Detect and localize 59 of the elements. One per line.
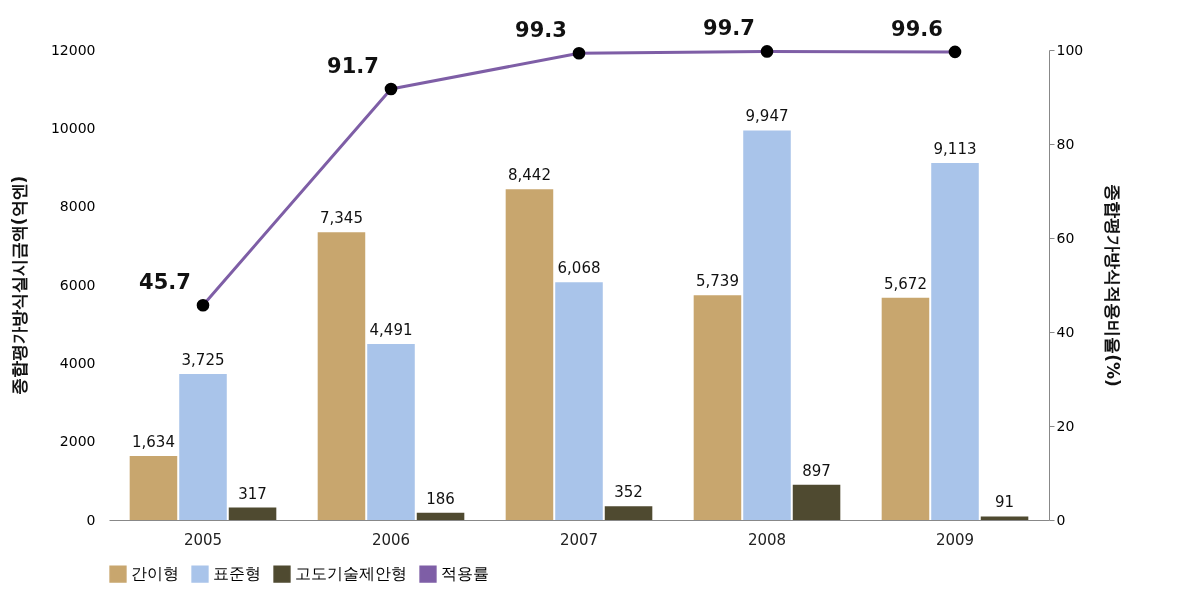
y2-tick-label: 60 bbox=[1056, 229, 1075, 246]
y-tick-label: 0 bbox=[86, 511, 96, 528]
bar bbox=[743, 130, 791, 520]
data-label: 91 bbox=[994, 493, 1015, 512]
bar bbox=[931, 163, 979, 520]
data-label: 186 bbox=[426, 489, 455, 508]
data-label: 9,113 bbox=[933, 140, 977, 159]
x-tick-label: 2007 bbox=[559, 530, 599, 549]
y-tick-label: 4000 bbox=[59, 354, 96, 371]
data-label: 3,725 bbox=[181, 351, 225, 370]
data-label: 5,739 bbox=[695, 272, 739, 291]
bar bbox=[416, 512, 465, 520]
data-label: 317 bbox=[238, 484, 267, 503]
bar bbox=[179, 374, 227, 520]
y2-tick-label: 0 bbox=[1056, 511, 1066, 528]
x-tick-label: 2005 bbox=[183, 530, 223, 549]
y-tick-label: 10000 bbox=[50, 119, 96, 136]
data-label: 99.3 bbox=[515, 18, 567, 43]
x-tick-label: 2008 bbox=[747, 530, 787, 549]
bar bbox=[129, 456, 178, 520]
data-label: 6,068 bbox=[557, 259, 601, 278]
y-tick-label: 6000 bbox=[59, 276, 96, 293]
legend-label: 고도기술제안형 bbox=[295, 564, 407, 584]
bar bbox=[367, 344, 415, 520]
bar bbox=[604, 506, 653, 520]
y-axis-title: 종합평가방식실시금액(억엔) bbox=[8, 175, 29, 396]
data-label: 5,672 bbox=[883, 274, 927, 293]
legend-label: 간이형 bbox=[131, 564, 179, 584]
bar bbox=[505, 189, 554, 520]
data-label: 99.7 bbox=[703, 16, 755, 41]
legend-label: 표준형 bbox=[213, 564, 261, 584]
data-label: 1,634 bbox=[131, 433, 175, 451]
bar bbox=[792, 484, 841, 520]
bar bbox=[693, 295, 742, 520]
y2-tick-label: 40 bbox=[1056, 323, 1075, 340]
y-tick-label: 8000 bbox=[59, 198, 96, 215]
data-label: 9,947 bbox=[745, 107, 789, 126]
y-tick-label: 2000 bbox=[59, 433, 96, 450]
y2-tick-label: 20 bbox=[1056, 417, 1075, 434]
x-tick-label: 2006 bbox=[371, 530, 411, 549]
x-tick-label: 2009 bbox=[935, 530, 975, 549]
data-label: 91.7 bbox=[327, 54, 379, 79]
bar bbox=[881, 297, 930, 520]
legend-label: 적용률 bbox=[441, 564, 489, 584]
data-label: 352 bbox=[614, 483, 643, 502]
data-label: 8,442 bbox=[507, 166, 551, 185]
bar bbox=[555, 282, 603, 520]
data-label: 4,491 bbox=[369, 321, 413, 340]
data-label: 45.7 bbox=[139, 270, 191, 295]
bar bbox=[228, 507, 277, 520]
bar bbox=[980, 516, 1029, 520]
y-tick-label: 12000 bbox=[50, 41, 96, 58]
y2-tick-label: 100 bbox=[1056, 41, 1084, 58]
data-label: 99.6 bbox=[891, 16, 943, 41]
y2-tick-label: 80 bbox=[1056, 135, 1075, 152]
data-label: 7,345 bbox=[319, 209, 363, 228]
data-label: 897 bbox=[802, 461, 831, 480]
y2-axis-title: 종합평가방식적용비율(%) bbox=[1103, 184, 1124, 387]
bar bbox=[317, 232, 366, 520]
